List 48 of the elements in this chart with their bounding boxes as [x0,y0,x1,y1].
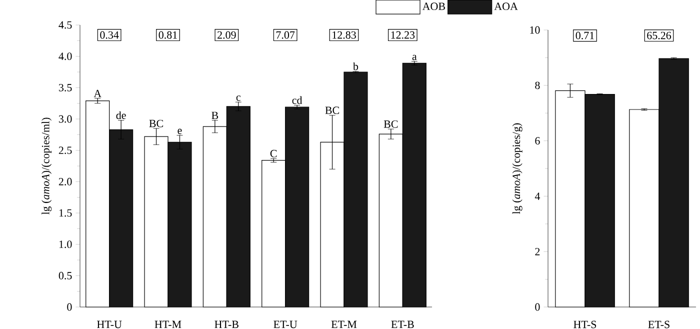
x-tick-label: HT-U [97,320,122,328]
legend-label: AOB [422,2,445,10]
y-tick-label: 4 [534,192,540,200]
legend-label: AOA [494,2,518,10]
data-label: cd [292,96,302,104]
data-label: C [270,150,277,158]
annotation: 0.71 [576,32,594,40]
y-tick-label: 4.5 [58,21,72,29]
y-axis-title: lg (amoA)/(copies/g) [512,123,522,214]
x-tick-label: HT-M [154,320,182,328]
x-tick-label: ET-U [274,320,298,328]
data-label: de [116,111,126,120]
y-tick-label: 1.5 [59,209,72,217]
y-tick-label: 2.5 [58,146,72,154]
annotation: 65.26 [647,32,672,40]
y-tick-label: 8 [535,82,540,90]
annotation: 12.23 [391,31,415,39]
y-tick-label: 2.0 [58,178,72,186]
y-tick-label: 3.5 [58,84,72,92]
data-label: e [178,128,182,134]
x-tick-label: ET-B [391,320,414,328]
data-label: a [412,54,417,60]
y-tick-label: 1.0 [59,240,72,248]
annotation: 2.09 [218,31,236,39]
y-tick-label: 10 [530,26,540,34]
y-tick-label: 2 [535,248,540,256]
y-axis-title: lg (amoA)/(copies/ml) [42,118,52,215]
y-tick-label: 3.0 [58,115,72,123]
x-tick-label: ET-M [331,320,357,328]
data-label: A [94,90,102,98]
data-label: BC [149,120,163,128]
x-tick-label: HT-B [214,320,238,328]
data-label: BC [325,106,339,114]
y-tick-label: 6 [535,137,540,144]
data-label: b [352,62,358,70]
y-tick-label: 4.0 [58,52,72,60]
data-label: B [212,112,218,120]
x-tick-label: ET-S [648,320,670,328]
annotation: 0.81 [158,31,177,39]
data-label: BC [384,120,398,128]
x-tick-label: HT-S [574,320,596,328]
annotation: 0.34 [100,31,119,39]
y-tick-label: 0.5 [58,272,72,280]
annotation: 7.07 [276,31,295,39]
y-tick-label: 0 [67,303,72,311]
data-label: c [236,96,241,101]
annotation: 12.83 [332,31,356,39]
y-tick-label: 0 [535,303,540,311]
